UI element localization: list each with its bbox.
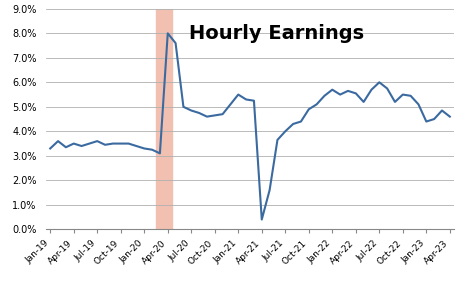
Text: Hourly Earnings: Hourly Earnings <box>189 24 364 43</box>
Bar <box>156 9 172 229</box>
